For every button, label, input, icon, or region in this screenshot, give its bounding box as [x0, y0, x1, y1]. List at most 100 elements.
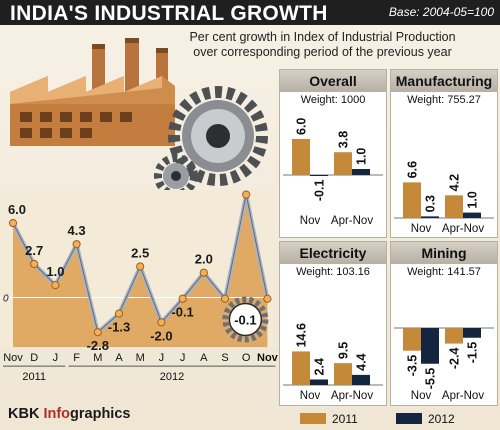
bar-value-label: -0.1	[313, 180, 327, 202]
bar-2012	[421, 216, 439, 218]
category-label: Nov	[411, 223, 432, 235]
bar-2012	[463, 328, 481, 338]
data-point	[157, 318, 166, 327]
overall-bar-chart: 6.0 -0.1 Nov 3.8 1.0 Apr-Nov	[283, 118, 383, 227]
bar-2011	[445, 328, 463, 344]
x-tick-label: F	[73, 352, 80, 364]
chart-subtitle: Per cent growth in Index of Industrial P…	[150, 30, 495, 60]
bar-2011	[334, 363, 352, 385]
panel-title: Electricity	[280, 242, 386, 264]
data-point	[8, 218, 18, 228]
bar-2012	[310, 175, 328, 176]
year-label: 2011	[22, 371, 46, 383]
data-label: -2.0	[150, 328, 172, 343]
x-tick-label: J	[159, 352, 165, 364]
bar-value-label: 6.6	[406, 161, 420, 178]
bar-value-label: 4.4	[355, 353, 369, 370]
data-point	[178, 294, 187, 303]
category-label: Nov	[300, 215, 321, 227]
data-point	[263, 294, 272, 303]
bar-value-label: 4.2	[448, 174, 462, 191]
bar-value-label: -3.5	[406, 355, 420, 377]
bar-value-label: 2.4	[313, 358, 327, 375]
badge-gear-ring	[222, 296, 269, 343]
panel-title: Mining	[391, 242, 497, 264]
x-tick-label: M	[136, 352, 145, 364]
bar-value-label: 1.0	[355, 148, 369, 165]
bar-value-label: -1.5	[466, 342, 480, 364]
data-point	[51, 281, 60, 290]
legend-label: 2011	[332, 412, 358, 426]
data-label: 4.3	[68, 223, 86, 238]
badge-circle	[228, 302, 263, 337]
bar-value-label: 3.8	[337, 131, 351, 148]
data-point	[220, 294, 230, 303]
panel-weight: Weight: 1000	[300, 94, 366, 106]
x-tick-label: S	[221, 352, 228, 364]
bar-value-label: 14.6	[295, 323, 309, 347]
panel-mining: Mining Weight: 141.57 -3.5 -5.5 Nov -2.4 -1.…	[390, 241, 498, 406]
bar-value-label: -2.4	[448, 348, 462, 370]
bar-2012	[352, 374, 370, 385]
bar-2011	[445, 195, 463, 218]
bar-value-label: 0.3	[424, 195, 438, 212]
data-label: 6.0	[8, 202, 26, 217]
data-label: -2.8	[87, 338, 109, 353]
data-label: 2.5	[131, 246, 149, 261]
electricity-bar-chart: 14.6 2.4 Nov 9.5 4.4 Apr-Nov	[283, 323, 383, 402]
gear-icon	[154, 86, 268, 198]
category-label: Apr-Nov	[331, 390, 373, 402]
data-label: 2.0	[195, 252, 213, 267]
brand-credit: KBK Infographics	[8, 406, 130, 422]
brand-highlight: Info	[43, 406, 71, 422]
panel-electricity: Electricity Weight: 103.16 14.6 2.4 Nov 9.5…	[279, 241, 387, 406]
bar-2011	[403, 182, 421, 218]
bar-2012	[310, 379, 328, 385]
x-tick-label: J	[53, 352, 59, 364]
x-tick-label: D	[30, 352, 38, 364]
category-label: Nov	[300, 390, 321, 402]
x-tick-label: O	[242, 352, 251, 364]
x-tick-label: A	[115, 352, 123, 364]
data-label: 2.7	[25, 243, 43, 258]
category-label: Apr-Nov	[442, 390, 484, 402]
factory-icon	[10, 38, 175, 146]
manufacturing-bar-chart: 6.6 0.3 Nov 4.2 1.0 Apr-Nov	[394, 161, 494, 235]
category-label: Apr-Nov	[442, 223, 484, 235]
bar-2012	[463, 212, 481, 218]
data-label: 1.0	[46, 264, 64, 279]
factory-gear-illustration	[10, 38, 268, 198]
bar-2012	[421, 328, 439, 364]
panel-weight: Weight: 755.27	[407, 94, 481, 106]
x-tick-label: M	[93, 352, 102, 364]
data-point	[30, 259, 39, 269]
data-point	[93, 328, 102, 337]
iip-line-chart: 06.02.71.04.3-2.8-1.32.5-2.0-0.12.08.3-0…	[0, 190, 279, 383]
base-note: Base: 2004-05=100	[388, 5, 494, 19]
legend-swatch-2011	[300, 413, 326, 424]
panel-overall: Overall Weight: 1000 6.0 -0.1 Nov 3.8 1.0 Apr…	[279, 69, 387, 238]
legend-swatch-2012	[396, 413, 422, 424]
x-tick-label: J	[180, 352, 186, 364]
legend-2012: 2012	[396, 412, 455, 426]
data-point	[114, 309, 124, 318]
subtitle-line-2: over corresponding period of the previou…	[193, 45, 452, 59]
data-point	[242, 190, 251, 199]
x-tick-label: Nov	[3, 352, 23, 364]
data-label: -0.1	[171, 305, 193, 320]
bar-2012	[352, 169, 370, 175]
zero-tick-label: 0	[3, 294, 9, 305]
data-point	[136, 262, 145, 271]
subtitle-line-1: Per cent growth in Index of Industrial P…	[189, 30, 456, 44]
bar-value-label: 9.5	[337, 342, 351, 359]
legend-2011: 2011	[300, 412, 358, 426]
x-tick-label: Nov	[257, 352, 279, 364]
bar-value-label: 1.0	[466, 191, 480, 208]
brand-prefix: KBK	[8, 406, 44, 422]
panel-title: Overall	[280, 70, 386, 92]
brand-suffix: graphics	[70, 406, 131, 422]
category-label: Apr-Nov	[331, 215, 373, 227]
bar-2011	[334, 152, 352, 175]
